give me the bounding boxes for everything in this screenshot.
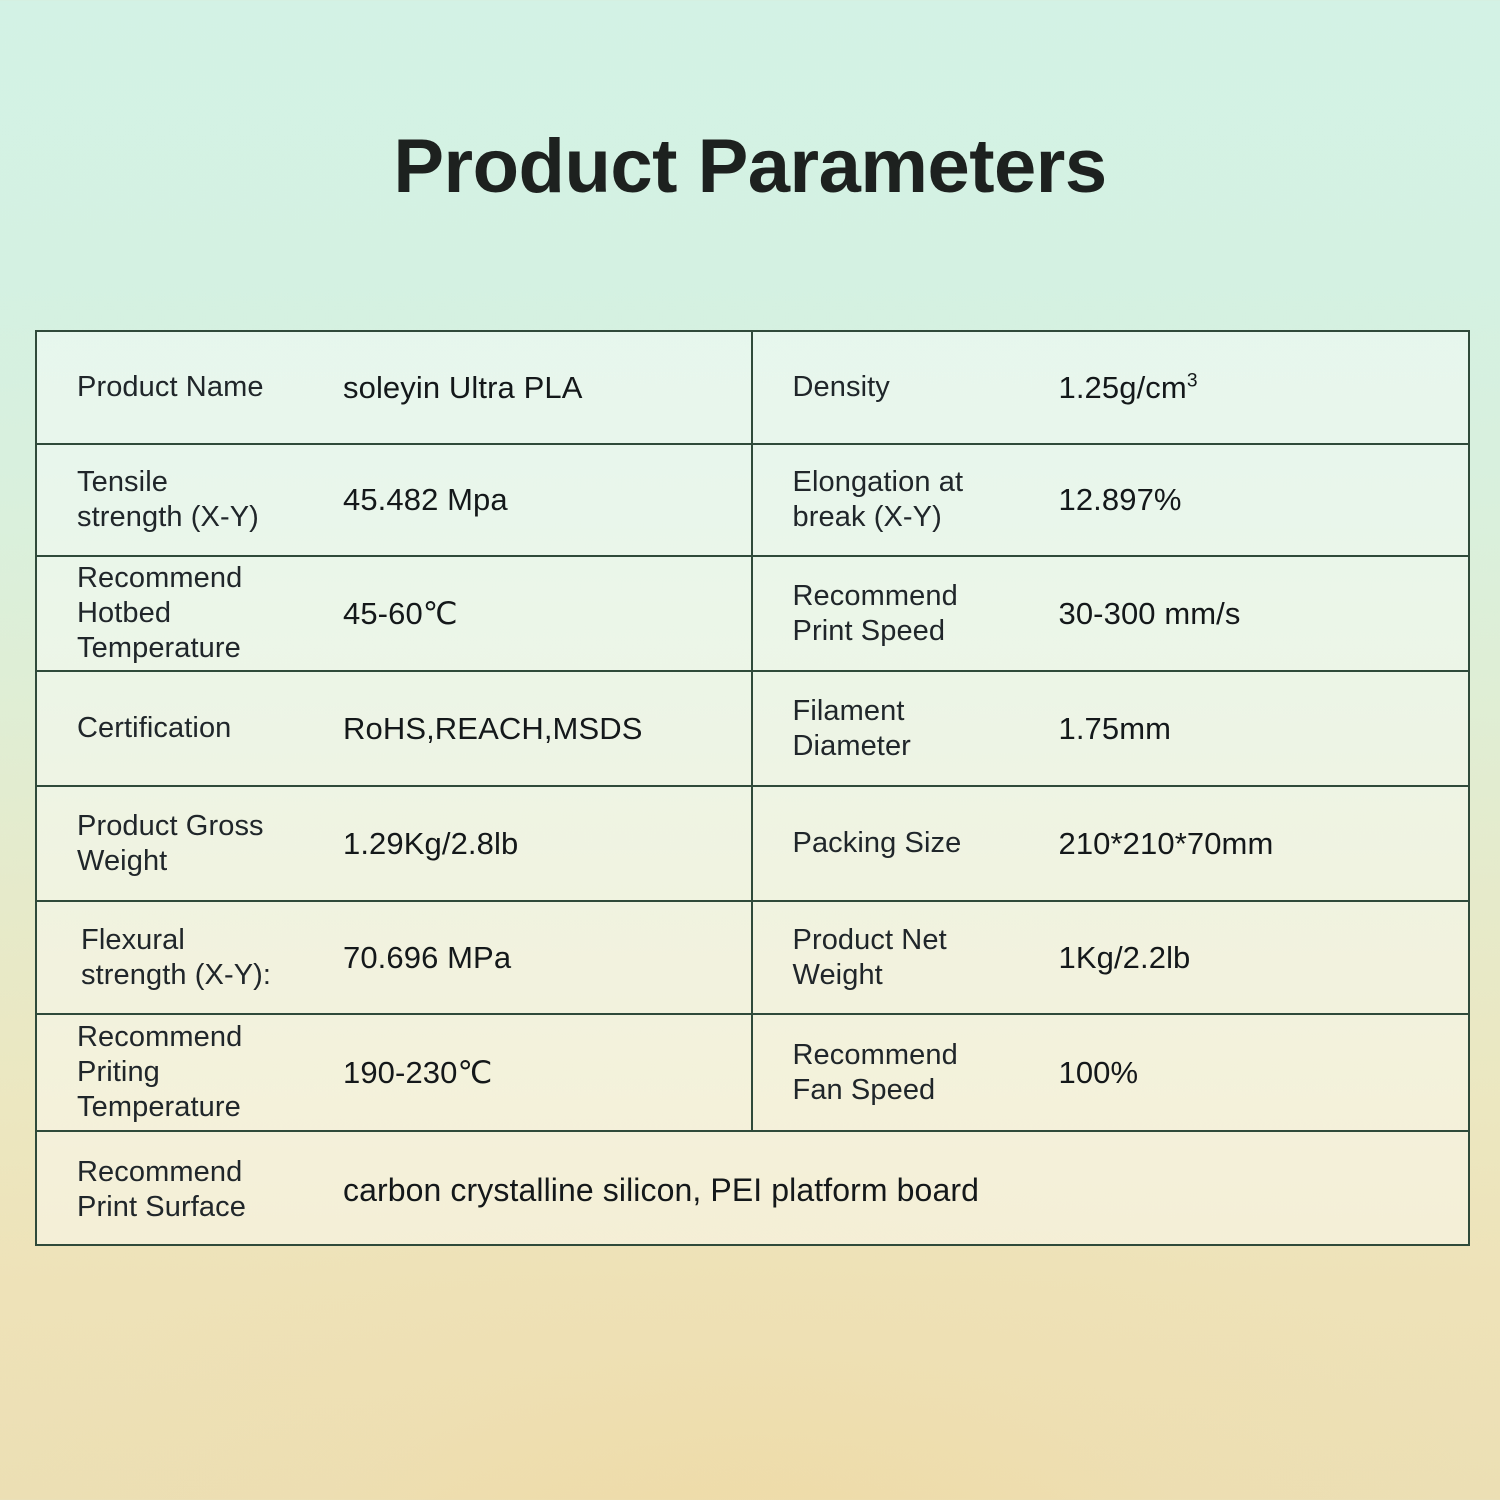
cell-value: 100% xyxy=(1058,1054,1139,1090)
cell-value: 45-60℃ xyxy=(343,595,458,631)
table-cell-pair-right: Recommend Fan Speed 100% xyxy=(753,1015,1469,1130)
cell-value: 1.25g/cm3 xyxy=(1053,369,1469,406)
product-parameters-table: Product Name soleyin Ultra PLA Density 1… xyxy=(35,330,1470,1246)
table-row: Product Name soleyin Ultra PLA Density 1… xyxy=(37,332,1468,445)
table-cell-pair-left: Recommend Priting Temperature 190-230℃ xyxy=(37,1015,753,1130)
table-row: Flexural strength (X-Y): 70.696 MPa Produ… xyxy=(37,902,1468,1015)
table-cell-pair-left: Product Gross Weight 1.29Kg/2.8lb xyxy=(37,787,753,900)
cell-value: 210*210*70mm xyxy=(1058,825,1274,861)
cell-label: Elongation at break (X-Y) xyxy=(792,466,964,533)
table-row: Recommend Print Surface carbon crystallin… xyxy=(37,1132,1468,1248)
cell-label: Filament Diameter xyxy=(792,694,911,762)
cell-value: carbon crystalline silicon, PEI platform… xyxy=(343,1171,979,1208)
table-row: Recommend Hotbed Temperature 45-60℃ Recomm… xyxy=(37,557,1468,672)
table-cell-pair-right: Product Net Weight 1Kg/2.2lb xyxy=(753,902,1469,1013)
cell-value: 12.897% xyxy=(1058,482,1182,518)
table-row: Product Gross Weight 1.29Kg/2.8lb Packing… xyxy=(37,787,1468,902)
table-cell-pair-left: Flexural strength (X-Y): 70.696 MPa xyxy=(37,902,753,1013)
cell-value-text: 1.25g/cm xyxy=(1058,369,1187,405)
table-cell-pair-right: Packing Size 210*210*70mm xyxy=(753,787,1469,900)
cell-label: Flexural strength (X-Y): xyxy=(81,923,272,991)
cell-label: Recommend Priting Temperature xyxy=(77,1021,243,1123)
cell-label: Recommend Print Surface xyxy=(77,1156,246,1223)
cell-label: Product Name xyxy=(77,371,264,404)
cell-value: 1.75mm xyxy=(1058,710,1172,746)
cell-label: Product Net Weight xyxy=(792,923,947,991)
table-row: Certification RoHS,REACH,MSDS Filament Di… xyxy=(37,672,1468,787)
table-cell-pair-right: Filament Diameter 1.75mm xyxy=(753,672,1469,785)
table-cell-pair-left: Product Name soleyin Ultra PLA xyxy=(37,332,753,443)
cell-value: 30-300 mm/s xyxy=(1058,595,1241,631)
cell-value: soleyin Ultra PLA xyxy=(343,369,583,405)
page-title: Product Parameters xyxy=(393,124,1107,209)
cell-value: 1.29Kg/2.8lb xyxy=(343,825,519,861)
cell-label: Tensile strength (X-Y) xyxy=(77,466,259,533)
cell-value: 45.482 Mpa xyxy=(343,482,508,518)
cell-label: Certification xyxy=(77,712,232,745)
table-cell-pair-left: Tensile strength (X-Y) 45.482 Mpa xyxy=(37,445,753,555)
table-cell-pair-left: Certification RoHS,REACH,MSDS xyxy=(37,672,753,785)
cell-value-superscript: 3 xyxy=(1186,370,1198,392)
cell-label: Recommend Hotbed Temperature xyxy=(77,562,243,664)
table-cell-pair-left: Recommend Hotbed Temperature 45-60℃ xyxy=(37,557,753,670)
table-row: Tensile strength (X-Y) 45.482 Mpa Elongat… xyxy=(37,445,1468,557)
cell-label: Recommend Print Speed xyxy=(792,579,958,647)
cell-label: Recommend Fan Speed xyxy=(792,1038,958,1106)
table-cell-pair-full: Recommend Print Surface carbon crystallin… xyxy=(37,1132,1468,1248)
table-cell-pair-right: Elongation at break (X-Y) 12.897% xyxy=(753,445,1469,555)
cell-label: Density xyxy=(792,371,890,404)
cell-value: 70.696 MPa xyxy=(343,939,512,975)
cell-value: 1Kg/2.2lb xyxy=(1058,939,1191,975)
table-cell-pair-right: Recommend Print Speed 30-300 mm/s xyxy=(753,557,1469,670)
cell-label: Packing Size xyxy=(792,827,962,860)
table-row: Recommend Priting Temperature 190-230℃ Rec… xyxy=(37,1015,1468,1132)
table-cell-pair-right: Density 1.25g/cm3 xyxy=(753,332,1469,443)
cell-value: 190-230℃ xyxy=(343,1054,493,1090)
cell-value: RoHS,REACH,MSDS xyxy=(343,710,643,746)
cell-label: Product Gross Weight xyxy=(77,809,264,877)
